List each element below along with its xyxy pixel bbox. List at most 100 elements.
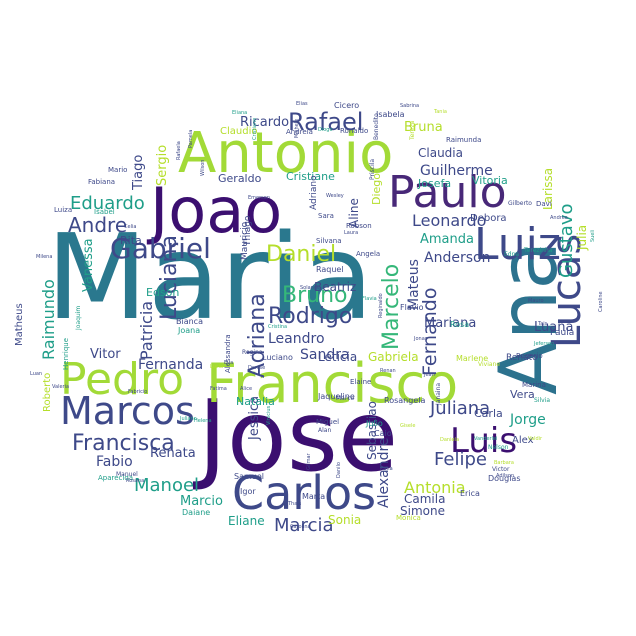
- word-antonio: Antonio: [178, 121, 393, 186]
- word-tiago: Tiago: [131, 155, 146, 191]
- word-fabio: Fabio: [96, 454, 133, 470]
- word-adriana: Adriana: [245, 293, 270, 378]
- word-camila: Camila: [404, 492, 445, 506]
- word-manuel: Manuel: [116, 471, 138, 478]
- word-adilson: Adilson: [496, 473, 514, 479]
- word-igor: Igor: [240, 487, 256, 496]
- word-vitor: Vitor: [90, 347, 121, 362]
- word-fernanda: Fernanda: [138, 357, 203, 373]
- word-barbara: Barbara: [494, 460, 514, 466]
- word-simone: Simone: [400, 504, 445, 518]
- word-alan: Alan: [318, 427, 331, 434]
- word-gabriela: Gabriela: [368, 350, 419, 364]
- word-reginaldo: Reginaldo: [378, 293, 384, 318]
- word-vitoria: Vitoria: [472, 174, 508, 187]
- word-sandra: Sandra: [300, 347, 350, 363]
- word-jonas: Jonas: [413, 336, 428, 342]
- word-jaqueline: Jaqueline: [317, 392, 355, 401]
- word-sonia: Sonia: [328, 513, 361, 527]
- word-manoel: Manoel: [134, 475, 199, 496]
- word-robson: Robson: [346, 222, 372, 230]
- word-sueli: Sueli: [590, 230, 596, 242]
- word-elaine: Elaine: [350, 378, 371, 386]
- word-bruna: Bruna: [404, 120, 443, 135]
- word-gilberto: Gilberto: [508, 200, 532, 207]
- word-paulo: Paulo: [388, 167, 507, 218]
- word-carla: Carla: [474, 407, 503, 420]
- word-flavio: Flavio: [400, 303, 424, 312]
- word-luan: Luan: [30, 371, 42, 377]
- word-claudia: Claudia: [418, 146, 463, 160]
- word-terezinha: Terezinha: [523, 247, 553, 254]
- word-joaquim: Joaquim: [75, 306, 82, 331]
- word-samuel: Samuel: [234, 472, 264, 481]
- word-tania: Tania: [433, 109, 447, 115]
- word-cristiano: Cristiano: [252, 118, 258, 140]
- word-natalia: Natalia: [236, 395, 275, 408]
- word-rafael: Rafael: [288, 108, 363, 136]
- word-jose: Jose: [192, 380, 398, 494]
- word-henrique: Henrique: [62, 338, 70, 370]
- word-jessica: Jessica: [247, 396, 262, 441]
- word-eduardo: Eduardo: [70, 193, 145, 214]
- word-lucia: Lucia: [210, 364, 223, 370]
- word-larissa: Larissa: [541, 168, 555, 210]
- word-luiz: Luiz: [474, 219, 561, 270]
- word-ricardo: Ricardo: [240, 115, 289, 130]
- word-luiza: Luiza: [54, 206, 72, 214]
- word-luciana: Luciana: [157, 235, 182, 320]
- word-daniela: Daniela: [440, 437, 459, 443]
- word-bruno: Bruno: [282, 283, 347, 308]
- word-sabrina: Sabrina: [400, 103, 419, 109]
- word-fernando: Fernando: [419, 288, 441, 376]
- word-denise: Denise: [248, 365, 265, 371]
- word-raquel: Raquel: [316, 265, 344, 274]
- word-debora: Debora: [470, 213, 507, 224]
- word-cristiane: Cristiane: [286, 170, 335, 183]
- word-danilo: Danilo: [336, 462, 342, 478]
- word-roberto: Roberto: [42, 373, 53, 412]
- word-alexandre: Alexandre: [376, 437, 392, 508]
- word-emerson: Emerson: [248, 195, 270, 201]
- word-gustavo: Gustavo: [556, 204, 577, 279]
- word-joao: Joao: [146, 174, 282, 247]
- word-monica: Monica: [396, 514, 421, 522]
- word-aparecida: Aparecida: [98, 474, 133, 482]
- word-miguel: Miguel: [316, 418, 339, 426]
- word-andre: Andre: [68, 213, 127, 237]
- word-paula: Paula: [550, 328, 574, 338]
- word-thiago: Thiago: [243, 215, 253, 247]
- word-victor: Victor: [492, 466, 510, 473]
- word-silvana: Silvana: [316, 237, 342, 245]
- word-daiane: Daiane: [182, 508, 210, 517]
- word-alex: Alex: [512, 435, 534, 446]
- word-jeferson: Jeferson: [533, 341, 554, 347]
- word-edson: Edson: [146, 286, 179, 299]
- word-lucas: Lucas: [544, 234, 590, 348]
- word-mario: Mario: [108, 166, 127, 174]
- word-helena: Helena: [194, 418, 212, 424]
- word-luis: Luis: [450, 421, 517, 461]
- word-benedito: Benedito: [373, 113, 380, 140]
- word-leandro: Leandro: [268, 331, 325, 347]
- word-antonia: Antonia: [404, 478, 466, 497]
- word-marta: Marta: [302, 492, 325, 501]
- word-raimunda: Raimunda: [446, 136, 481, 144]
- word-fatima: Fatima: [210, 386, 227, 392]
- word-joana: Joana: [177, 326, 200, 335]
- word-ana: Ana: [482, 241, 575, 395]
- word-regina: Regina: [242, 349, 263, 356]
- word-pamela: Pamela: [188, 130, 194, 148]
- word-juliano: Juliano: [179, 416, 197, 422]
- word-francisca: Francisca: [72, 431, 175, 456]
- word-renan: Renan: [380, 368, 396, 374]
- word-bianca: Bianca: [176, 317, 203, 326]
- word-aline: Aline: [347, 198, 361, 228]
- word-isabel: Isabel: [94, 208, 115, 216]
- word-julio: Julio: [365, 419, 383, 428]
- word-matheus: Matheus: [14, 303, 25, 346]
- word-mauricio: Mauricio: [240, 221, 250, 260]
- word-patricia: Patricia: [137, 301, 156, 360]
- word-pedro: Pedro: [60, 354, 184, 405]
- word-eva: Eva: [224, 360, 233, 366]
